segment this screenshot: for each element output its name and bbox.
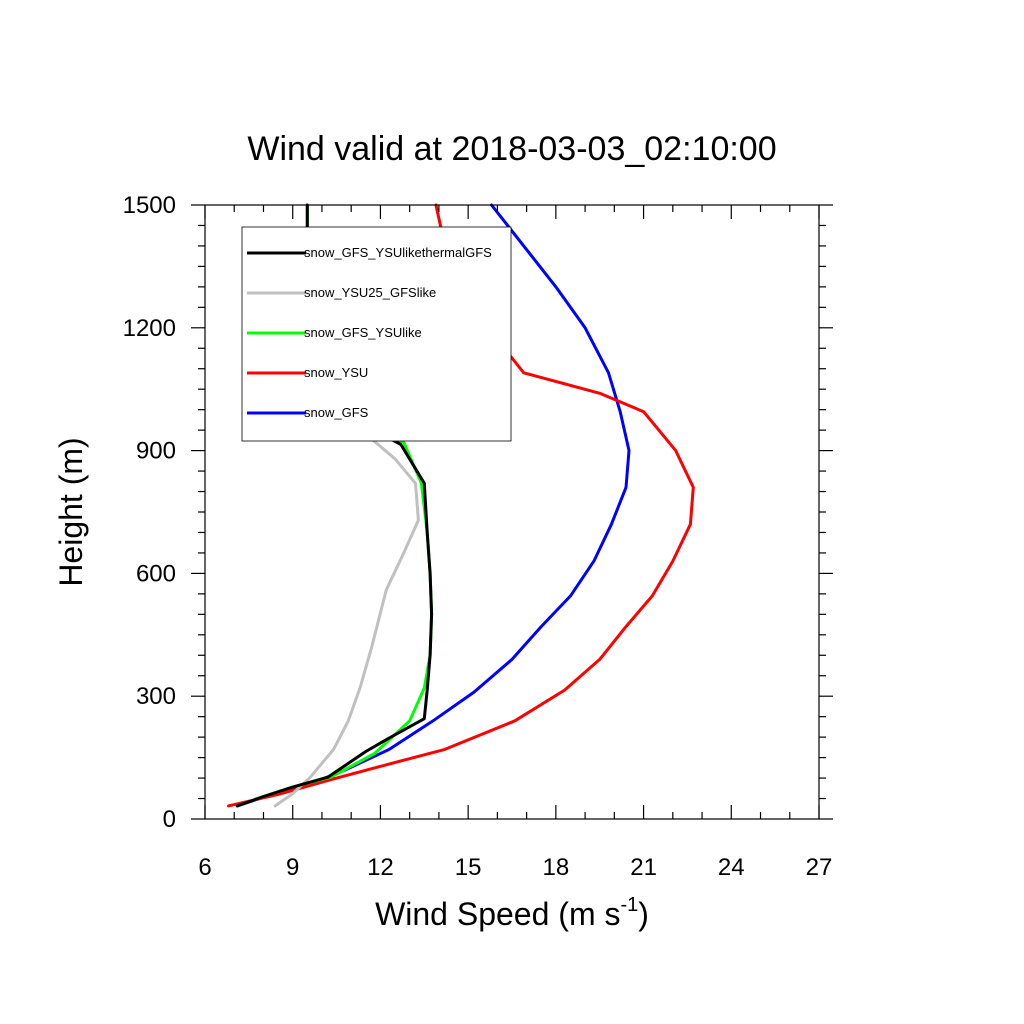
y-tick-label: 600 [136,560,176,587]
x-tick-label: 24 [718,854,745,881]
legend-label-snow_GFS_YSUlikethermalGFS: snow_GFS_YSUlikethermalGFS [304,245,492,260]
y-axis-label: Height (m) [53,437,89,586]
legend-label-snow_GFS_YSUlike: snow_GFS_YSUlike [304,325,422,340]
x-axis-label-superscript: -1 [620,894,638,916]
legend-label-snow_GFS: snow_GFS [304,405,369,420]
axis-ticks-group [191,204,833,820]
y-tick-label: 900 [136,438,176,465]
x-tick-label: 15 [455,854,482,881]
x-tick-label: 6 [198,854,211,881]
legend: snow_GFS_YSUlikethermalGFS snow_YSU25_GFS… [241,226,512,442]
x-axis-label-end: ) [638,896,649,932]
x-tick-label: 9 [286,854,299,881]
y-tick-label: 300 [136,683,176,710]
x-tick-label: 27 [806,854,833,881]
legend-label-snow_YSU: snow_YSU [304,365,368,380]
x-tick-label: 12 [367,854,394,881]
x-axis-label: Wind Speed (m s-1) [375,894,649,932]
tick-labels-group: 6 9 12 15 18 21 24 27 0 300 600 900 1200 1500 [123,192,833,881]
legend-label-snow_YSU25_GFSlike: snow_YSU25_GFSlike [304,285,436,300]
y-tick-label: 1200 [123,315,176,342]
x-axis-label-main: Wind Speed (m s [375,896,620,932]
y-tick-label: 0 [163,806,176,833]
y-tick-label: 1500 [123,192,176,219]
x-tick-label: 18 [543,854,570,881]
chart-title: Wind valid at 2018-03-03_02:10:00 [247,130,776,168]
x-tick-label: 21 [630,854,657,881]
